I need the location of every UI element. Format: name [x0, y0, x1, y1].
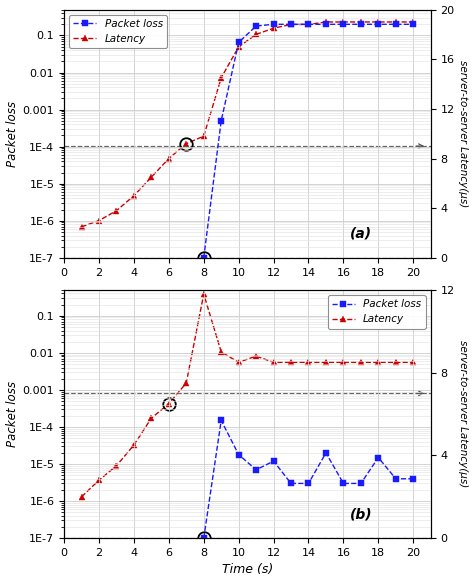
Y-axis label: server-to-server Latency(μs): server-to-server Latency(μs)	[458, 60, 468, 207]
Legend: Packet loss, Latency: Packet loss, Latency	[69, 15, 167, 48]
Y-axis label: server-to-server Latency(μs): server-to-server Latency(μs)	[458, 340, 468, 488]
Text: (b): (b)	[350, 508, 373, 521]
Legend: Packet loss, Latency: Packet loss, Latency	[328, 295, 426, 329]
Y-axis label: Packet loss: Packet loss	[6, 101, 18, 166]
Y-axis label: Packet loss: Packet loss	[6, 381, 18, 447]
X-axis label: Time (s): Time (s)	[222, 563, 273, 576]
Text: (a): (a)	[350, 227, 372, 241]
